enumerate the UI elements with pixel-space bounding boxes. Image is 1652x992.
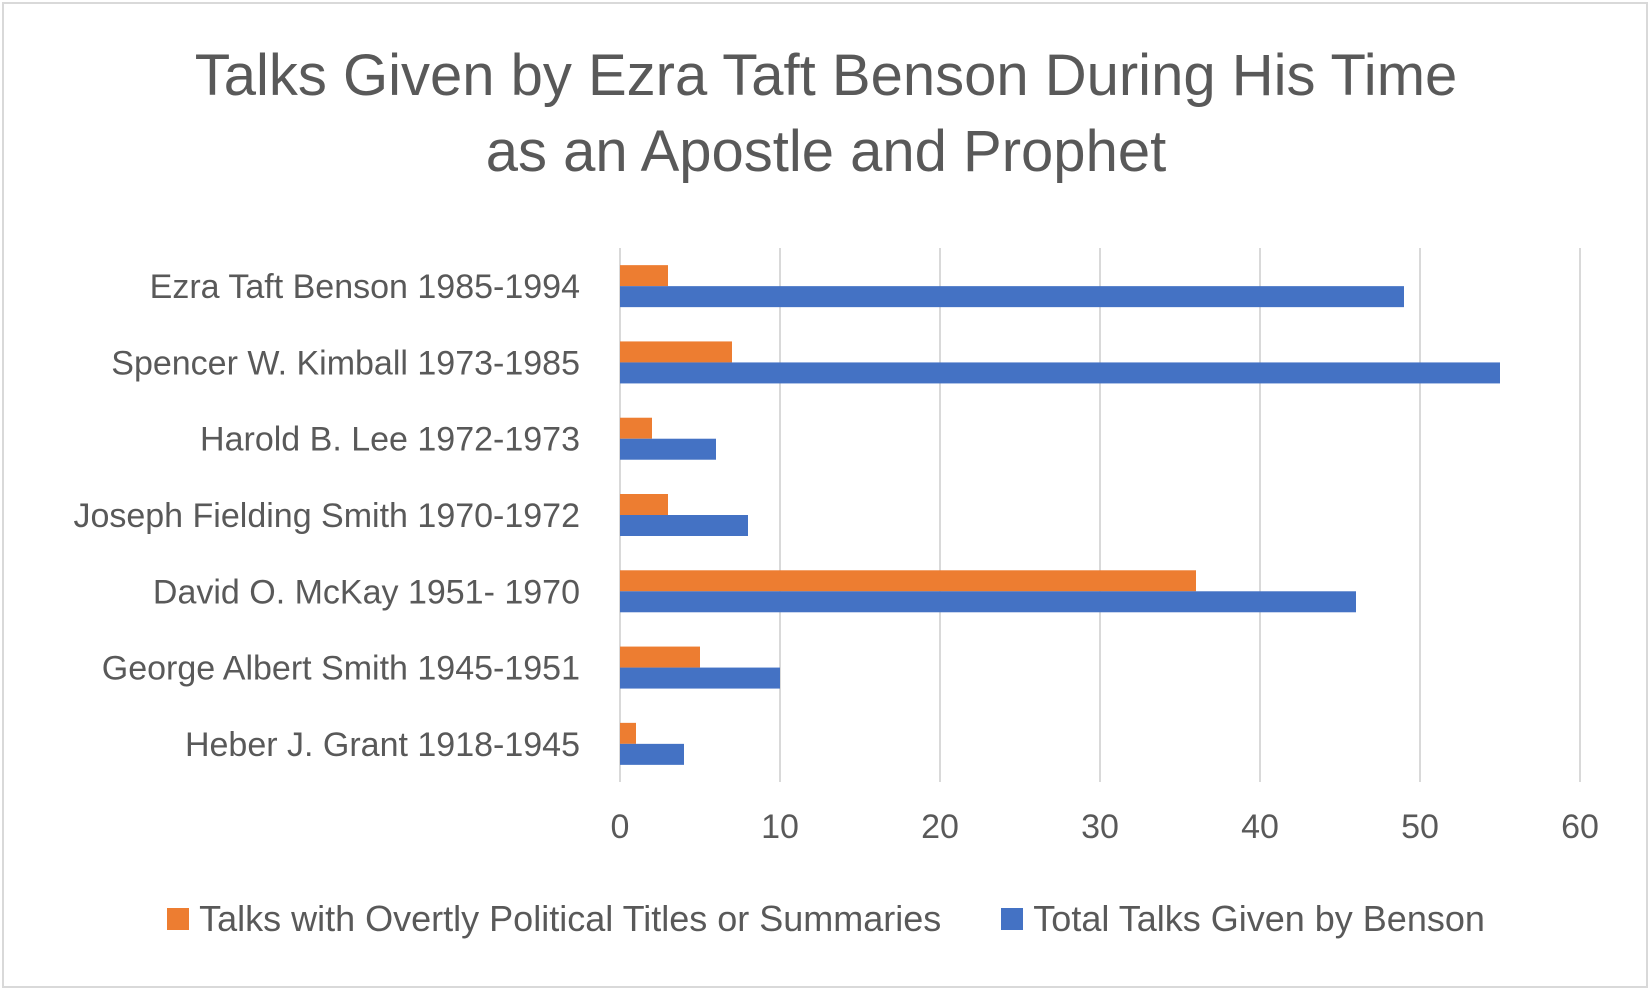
bar-total [620, 438, 716, 460]
chart-title: Talks Given by Ezra Taft Benson During H… [0, 38, 1652, 190]
bar-political [620, 722, 636, 744]
y-category-label: Joseph Fielding Smith 1970-1972 [73, 497, 580, 535]
chart-title-line-1: Talks Given by Ezra Taft Benson During H… [194, 43, 1458, 108]
y-category-label: Ezra Taft Benson 1985-1994 [150, 268, 580, 306]
bar-political [620, 494, 668, 515]
x-tick-label: 40 [1241, 808, 1279, 846]
bar-political [620, 570, 1196, 592]
y-category-label: Spencer W. Kimball 1973-1985 [111, 344, 580, 382]
x-tick-label: 50 [1401, 808, 1439, 846]
legend-label-political: Talks with Overtly Political Titles or S… [199, 898, 942, 939]
bar-total [620, 362, 1500, 384]
x-tick-label: 10 [761, 808, 799, 846]
bar-political [620, 265, 668, 287]
y-category-label: David O. McKay 1951- 1970 [153, 573, 580, 611]
bar-total [620, 286, 1404, 308]
bar-total [620, 667, 780, 689]
bar-total [620, 743, 684, 765]
bar-political [620, 646, 700, 668]
bar-political [620, 341, 732, 363]
x-tick-label: 60 [1561, 808, 1599, 846]
legend-item-total: Total Talks Given by Benson [1001, 898, 1485, 940]
y-category-label: Harold B. Lee 1972-1973 [200, 421, 580, 459]
bar-political [620, 417, 652, 439]
y-category-label: George Albert Smith 1945-1951 [102, 650, 580, 688]
chart-legend: Talks with Overtly Political Titles or S… [0, 898, 1652, 940]
x-tick-label: 0 [611, 808, 630, 846]
legend-swatch-political [167, 908, 190, 930]
bar-total [620, 591, 1356, 613]
y-category-label: Heber J. Grant 1918-1945 [185, 726, 580, 764]
bar-total [620, 515, 748, 536]
legend-item-political: Talks with Overtly Political Titles or S… [167, 898, 941, 940]
legend-swatch-total [1001, 908, 1024, 930]
x-tick-label: 20 [921, 808, 959, 846]
x-tick-label: 30 [1081, 808, 1119, 846]
legend-label-total: Total Talks Given by Benson [1033, 898, 1485, 939]
chart-title-line-2: as an Apostle and Prophet [485, 119, 1167, 184]
